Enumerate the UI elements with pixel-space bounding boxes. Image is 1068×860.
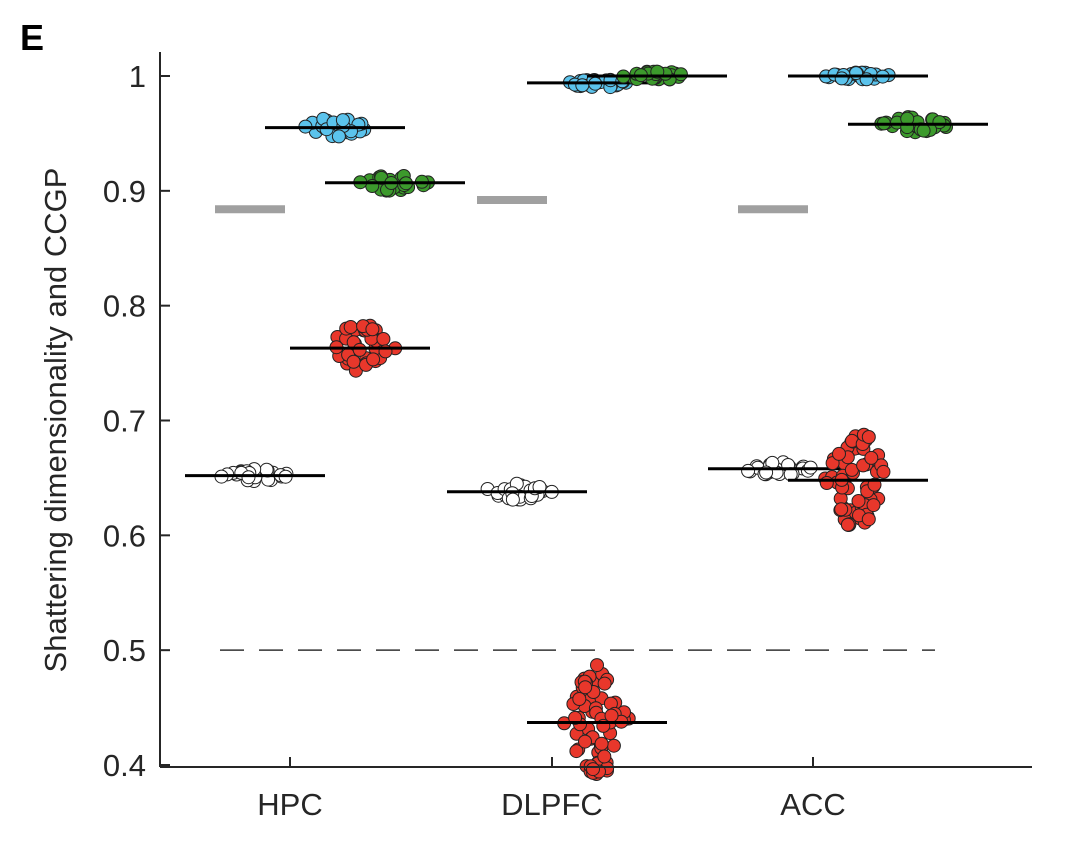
data-point bbox=[505, 492, 520, 507]
x-ticks: HPC DLPFC ACC bbox=[257, 757, 846, 822]
x-tick-label: HPC bbox=[257, 787, 322, 822]
data-point bbox=[575, 78, 590, 93]
data-point bbox=[851, 494, 866, 508]
y-axis-title: Shattering dimensionality and CCGP bbox=[38, 168, 73, 673]
data-point bbox=[832, 446, 846, 461]
data-point bbox=[861, 430, 876, 444]
data-marks bbox=[185, 64, 988, 781]
data-point bbox=[840, 517, 855, 532]
y-tick-label: 0.6 bbox=[103, 518, 146, 553]
y-tick-label: 0.8 bbox=[103, 289, 146, 324]
x-tick-label: DLPFC bbox=[501, 787, 603, 822]
y-tick-label: 0.5 bbox=[103, 633, 146, 668]
y-ticks: 0.4 0.5 0.6 0.7 0.8 0.9 1 bbox=[103, 59, 170, 783]
data-point bbox=[346, 354, 361, 369]
x-tick-label: ACC bbox=[780, 787, 845, 822]
data-point bbox=[365, 322, 380, 337]
panel-label: E bbox=[20, 17, 44, 58]
data-point bbox=[331, 129, 346, 144]
data-point bbox=[376, 332, 391, 346]
data-point bbox=[335, 113, 350, 128]
data-point bbox=[569, 744, 584, 759]
data-point bbox=[916, 123, 931, 138]
y-tick-label: 0.9 bbox=[103, 174, 146, 209]
data-point bbox=[741, 463, 756, 478]
data-point bbox=[586, 762, 600, 777]
data-point bbox=[352, 342, 367, 357]
data-point bbox=[606, 738, 621, 753]
data-point bbox=[597, 676, 612, 691]
data-point bbox=[834, 502, 849, 517]
y-tick-label: 1 bbox=[129, 59, 146, 94]
data-point bbox=[604, 708, 619, 723]
data-point bbox=[866, 498, 881, 513]
data-point bbox=[597, 749, 612, 764]
y-tick-label: 0.7 bbox=[103, 404, 146, 439]
data-point bbox=[578, 734, 592, 749]
data-point bbox=[673, 67, 688, 82]
axes bbox=[159, 52, 1032, 768]
data-point bbox=[594, 736, 609, 751]
data-point bbox=[876, 464, 891, 479]
outlier-point bbox=[590, 658, 604, 673]
data-point bbox=[366, 352, 381, 367]
data-point bbox=[241, 470, 256, 485]
data-point bbox=[572, 692, 587, 706]
data-point bbox=[343, 320, 358, 334]
y-tick-label: 0.4 bbox=[103, 748, 146, 783]
data-point bbox=[864, 450, 879, 465]
data-point bbox=[834, 71, 849, 86]
data-point bbox=[861, 512, 876, 527]
data-point bbox=[578, 680, 593, 695]
data-point bbox=[819, 476, 834, 490]
